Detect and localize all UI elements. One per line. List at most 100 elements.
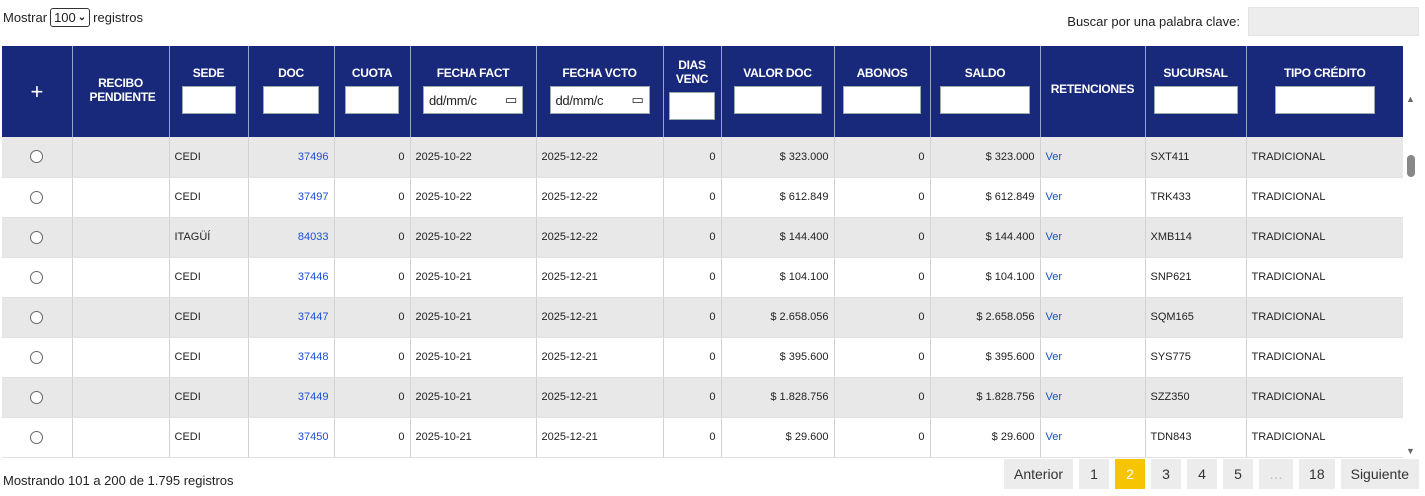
row-radio[interactable] [30, 430, 44, 444]
page-button-5[interactable]: 5 [1223, 459, 1254, 489]
row-radio[interactable] [30, 390, 44, 404]
doc-link[interactable]: 37448 [248, 337, 335, 378]
retenciones-link[interactable]: Ver [1040, 337, 1146, 378]
table-row: CEDI 37448 0 2025-10-21 2025-12-21 0 $ 395.600… [2, 337, 1403, 378]
row-radio[interactable] [30, 350, 44, 364]
select-radio-cell[interactable] [2, 217, 73, 258]
page-button-3[interactable]: 3 [1151, 459, 1182, 489]
abonos-cell: 0 [834, 377, 931, 418]
valor-doc-cell: $ 612.849 [721, 177, 835, 218]
retenciones-link[interactable]: Ver [1040, 417, 1146, 458]
page-button-18[interactable]: 18 [1299, 459, 1335, 489]
filter-sede-input[interactable] [181, 86, 236, 114]
recibo-cell [72, 137, 170, 178]
page-button-4[interactable]: 4 [1187, 459, 1218, 489]
filter-valor-input[interactable] [733, 86, 822, 114]
valor-doc-cell: $ 1.828.756 [721, 377, 835, 418]
header-sucursal[interactable]: SUCURSAL [1145, 46, 1247, 137]
select-radio-cell[interactable] [2, 377, 73, 418]
sede-cell: CEDI [169, 337, 249, 378]
scrollbar-thumb[interactable] [1407, 155, 1415, 177]
retenciones-link[interactable]: Ver [1040, 257, 1146, 298]
calendar-icon[interactable]: ▭ [631, 92, 644, 107]
filter-sucursal-input[interactable] [1153, 86, 1238, 114]
filter-dias-input[interactable] [669, 92, 715, 120]
select-radio-cell[interactable] [2, 337, 73, 378]
filter-saldo-input[interactable] [940, 86, 1030, 114]
doc-link[interactable]: 37496 [248, 137, 335, 178]
valor-doc-cell: $ 29.600 [721, 417, 835, 458]
filter-abonos-input[interactable] [843, 86, 921, 114]
calendar-icon[interactable]: ▭ [505, 92, 517, 107]
page-button-1[interactable]: 1 [1079, 459, 1110, 489]
select-radio-cell[interactable] [2, 417, 73, 458]
header-recibo[interactable]: RECIBO PENDIENTE [72, 46, 170, 137]
scroll-down-icon[interactable]: ▼ [1406, 446, 1415, 456]
select-radio-cell[interactable] [2, 297, 73, 338]
sucursal-cell: SYS775 [1145, 337, 1247, 378]
page-button-2[interactable]: 2 [1115, 459, 1146, 489]
header-abonos[interactable]: ABONOS [834, 46, 931, 137]
doc-link[interactable]: 37447 [248, 297, 335, 338]
header-dias-venc[interactable]: DIAS VENC [663, 46, 722, 137]
scroll-up-icon[interactable]: ▲ [1406, 94, 1415, 104]
fecha-vcto-cell: 2025-12-21 [536, 377, 664, 418]
doc-link[interactable]: 37497 [248, 177, 335, 218]
abonos-cell: 0 [834, 297, 931, 338]
header-doc[interactable]: DOC [248, 46, 335, 137]
length-select[interactable]: 100 ⌄ [50, 8, 91, 27]
doc-link[interactable]: 37450 [248, 417, 335, 458]
row-radio[interactable] [30, 230, 44, 244]
row-radio[interactable] [30, 310, 44, 324]
search-label: Buscar por una palabra clave: [1067, 14, 1240, 29]
prev-page-button[interactable]: Anterior [1004, 459, 1074, 489]
retenciones-link[interactable]: Ver [1040, 217, 1146, 258]
doc-link[interactable]: 37446 [248, 257, 335, 298]
row-radio[interactable] [30, 270, 44, 284]
tipo-credito-cell: TRADICIONAL [1246, 137, 1403, 178]
filter-tipo-input[interactable] [1274, 86, 1375, 114]
select-radio-cell[interactable] [2, 177, 73, 218]
row-radio[interactable] [30, 190, 44, 204]
fecha-vcto-cell: 2025-12-21 [536, 297, 664, 338]
fecha-vcto-cell: 2025-12-21 [536, 417, 664, 458]
table-row: CEDI 37447 0 2025-10-21 2025-12-21 0 $ 2.658.0… [2, 297, 1403, 338]
next-page-button[interactable]: Siguiente [1340, 459, 1419, 489]
sede-cell: ITAGÜÍ [169, 217, 249, 258]
filter-doc-input[interactable] [263, 86, 319, 114]
header-fecha-fact[interactable]: FECHA FACT dd/mm/c ▭ [410, 46, 537, 137]
header-fecha-vcto[interactable]: FECHA VCTO dd/mm/c ▭ [536, 46, 664, 137]
sede-cell: CEDI [169, 137, 249, 178]
doc-link[interactable]: 37449 [248, 377, 335, 418]
header-tipo-credito[interactable]: TIPO CRÉDITO [1246, 46, 1403, 137]
retenciones-link[interactable]: Ver [1040, 297, 1146, 338]
cuota-cell: 0 [334, 137, 411, 178]
filter-fecha-fact-input[interactable]: dd/mm/c ▭ [423, 86, 523, 114]
table-scrollbar[interactable]: ▲ ▼ [1403, 92, 1418, 458]
expand-all-header[interactable]: + [2, 46, 73, 137]
search-control: Buscar por una palabra clave: [1067, 7, 1419, 36]
filter-cuota-input[interactable] [345, 86, 399, 114]
length-select-value: 100 [54, 10, 76, 25]
doc-link[interactable]: 84033 [248, 217, 335, 258]
header-valor-doc[interactable]: VALOR DOC [721, 46, 835, 137]
row-radio[interactable] [30, 150, 44, 164]
search-input[interactable] [1248, 7, 1419, 36]
header-retenciones[interactable]: RETENCIONES [1040, 46, 1146, 137]
saldo-cell: $ 29.600 [930, 417, 1041, 458]
select-radio-cell[interactable] [2, 137, 73, 178]
fecha-fact-cell: 2025-10-22 [410, 217, 537, 258]
abonos-cell: 0 [834, 257, 931, 298]
header-sede[interactable]: SEDE [169, 46, 249, 137]
select-radio-cell[interactable] [2, 257, 73, 298]
header-cuota[interactable]: CUOTA [334, 46, 411, 137]
cuota-cell: 0 [334, 217, 411, 258]
cuota-cell: 0 [334, 297, 411, 338]
retenciones-link[interactable]: Ver [1040, 177, 1146, 218]
filter-fecha-vcto-input[interactable]: dd/mm/c ▭ [549, 86, 650, 114]
length-prefix: Mostrar [3, 10, 48, 25]
retenciones-link[interactable]: Ver [1040, 137, 1146, 178]
retenciones-link[interactable]: Ver [1040, 377, 1146, 418]
table-info: Mostrando 101 a 200 de 1.795 registros [3, 473, 234, 488]
header-saldo[interactable]: SALDO [930, 46, 1041, 137]
